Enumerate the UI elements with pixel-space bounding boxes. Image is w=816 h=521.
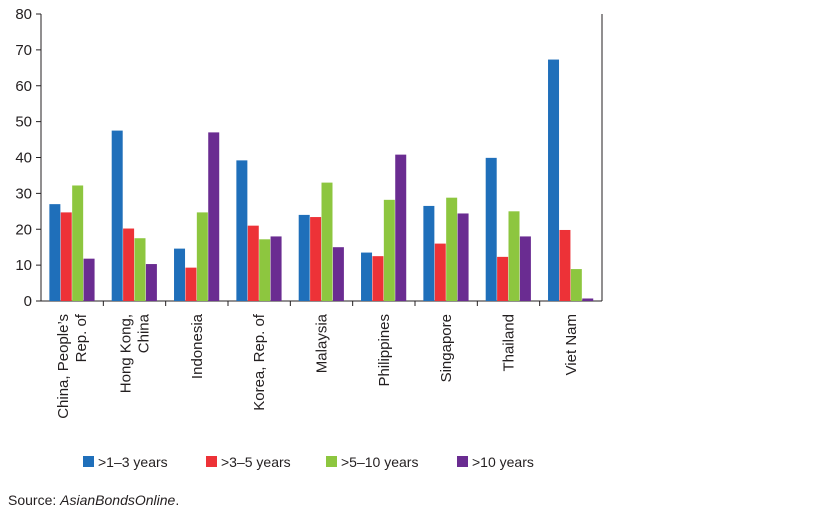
x-category-label: China xyxy=(136,313,153,353)
bar xyxy=(247,225,259,301)
legend-swatch xyxy=(457,456,468,467)
bar xyxy=(259,239,271,301)
bar xyxy=(321,182,333,301)
y-tick-label: 20 xyxy=(15,221,32,238)
bar xyxy=(497,256,509,301)
x-category-label: Thailand xyxy=(501,314,518,372)
bar xyxy=(570,269,582,301)
y-tick-label: 10 xyxy=(15,257,32,274)
bar xyxy=(111,130,123,301)
bar xyxy=(310,217,322,301)
x-category-label: Malaysia xyxy=(314,313,331,373)
bar xyxy=(395,154,407,301)
bar xyxy=(582,298,594,301)
legend-swatch xyxy=(206,456,217,467)
source-prefix: Source: xyxy=(8,492,61,508)
bar xyxy=(185,267,197,301)
bar xyxy=(559,229,571,301)
bars xyxy=(49,59,594,302)
y-tick-label: 40 xyxy=(15,150,32,167)
bar xyxy=(196,212,208,301)
bar xyxy=(134,238,146,301)
y-tick-label: 80 xyxy=(15,6,32,23)
bar xyxy=(485,157,497,301)
x-axis: China, People’s Rep. of Hong Kong, China Ind… xyxy=(55,301,580,419)
legend-label: >1–3 years xyxy=(98,454,168,470)
x-category-label: Philippines xyxy=(376,314,393,387)
bar xyxy=(298,214,310,301)
legend-swatch xyxy=(83,456,94,467)
bar xyxy=(49,204,61,301)
bar xyxy=(123,228,135,301)
bar xyxy=(270,236,282,301)
bar xyxy=(372,256,384,301)
x-category-label: Viet Nam xyxy=(563,314,580,375)
legend-label: >10 years xyxy=(472,454,534,470)
bar xyxy=(423,205,435,301)
bar xyxy=(383,199,395,301)
bar xyxy=(361,252,373,301)
y-tick-label: 70 xyxy=(15,42,32,59)
bar xyxy=(208,132,220,301)
bar xyxy=(60,212,72,301)
source-name: AsianBondsOnline xyxy=(60,492,176,508)
bar xyxy=(236,160,248,301)
x-category-label: Korea, Rep. of xyxy=(251,313,268,411)
y-tick-label: 60 xyxy=(15,78,32,95)
legend-label: >3–5 years xyxy=(221,454,291,470)
x-category-label: China, People’s xyxy=(55,314,72,419)
source-note: Source: AsianBondsOnline. xyxy=(8,492,179,508)
bar xyxy=(83,258,95,301)
y-tick-label: 0 xyxy=(24,293,32,310)
bar xyxy=(434,243,446,301)
legend: >1–3 years >3–5 years >5–10 years >10 years xyxy=(83,454,534,470)
x-category-label: Rep. of xyxy=(73,313,90,362)
bar xyxy=(446,197,458,301)
bar xyxy=(72,185,84,301)
x-category-label: Singapore xyxy=(438,314,455,382)
bar xyxy=(519,236,531,301)
bar xyxy=(145,264,157,301)
bar xyxy=(508,211,520,301)
bar xyxy=(332,247,344,301)
legend-label: >5–10 years xyxy=(341,454,418,470)
x-category-label: Indonesia xyxy=(189,313,206,379)
legend-swatch xyxy=(326,456,337,467)
bar xyxy=(457,213,469,301)
y-axis: 0 10 20 30 40 50 60 70 80 xyxy=(15,6,41,310)
y-tick-label: 30 xyxy=(15,185,32,202)
y-tick-label: 50 xyxy=(15,114,32,131)
source-suffix: . xyxy=(175,492,180,508)
bar xyxy=(548,59,560,302)
x-category-label: Hong Kong, xyxy=(118,314,135,393)
bar xyxy=(174,248,186,301)
